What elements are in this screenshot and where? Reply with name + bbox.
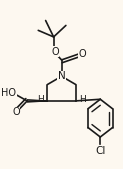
- Text: Cl: Cl: [95, 146, 105, 156]
- Text: H: H: [37, 95, 44, 104]
- Text: H: H: [79, 95, 86, 104]
- Text: O: O: [51, 47, 59, 57]
- Text: O: O: [78, 49, 86, 59]
- Text: O: O: [12, 107, 20, 117]
- Text: N: N: [58, 71, 65, 81]
- Text: HO: HO: [1, 88, 16, 98]
